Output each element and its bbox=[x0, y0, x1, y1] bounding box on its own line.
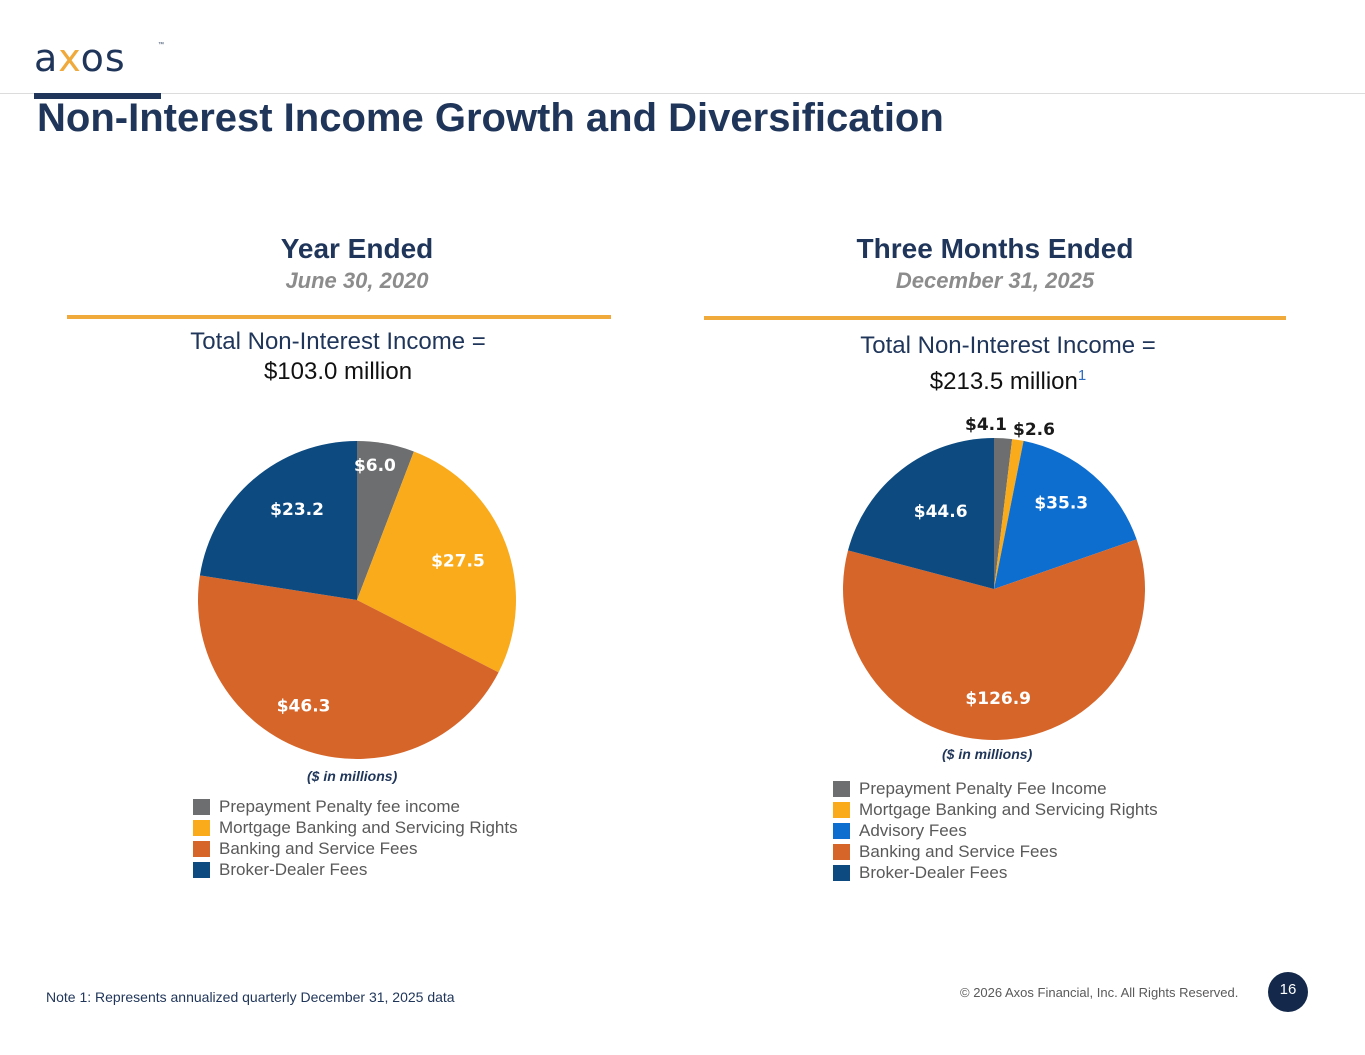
legend-swatch bbox=[833, 822, 850, 839]
right-legend: Prepayment Penalty Fee Income Mortgage Ba… bbox=[833, 778, 1158, 883]
pie-slice-banking-and-service-fees bbox=[842, 539, 1145, 741]
legend-item-banking-and-service-fees: Banking and Service Fees bbox=[833, 841, 1158, 862]
left-total-label: Total Non-Interest Income = bbox=[190, 328, 486, 355]
legend-swatch bbox=[833, 843, 850, 860]
pie-chart-q4-2025: $4.1 $2.6 $35.3 $126.9 $44.6 bbox=[842, 415, 1145, 741]
pie-slice-broker-dealer-fees bbox=[199, 441, 357, 600]
data-label-prepayment-penalty-fee-income: $4.1 bbox=[965, 415, 1007, 435]
legend-swatch bbox=[833, 801, 850, 818]
legend-label: Prepayment Penalty Fee Income bbox=[859, 778, 1107, 798]
legend-label: Advisory Fees bbox=[859, 820, 967, 840]
legend-label: Broker-Dealer Fees bbox=[219, 859, 368, 879]
legend-swatch bbox=[193, 861, 210, 878]
page-title: Non-Interest Income Growth and Diversifi… bbox=[37, 96, 944, 140]
data-label-broker-dealer-fees: $23.2 bbox=[270, 500, 324, 520]
right-panel-subtitle: December 31, 2025 bbox=[895, 268, 1095, 293]
left-panel-title: Year Ended bbox=[280, 233, 434, 264]
pie-slice-prepayment-penalty-fee-income bbox=[994, 438, 1013, 589]
legend-item-banking-and-service-fees: Banking and Service Fees bbox=[193, 838, 518, 859]
legend-swatch bbox=[193, 798, 210, 815]
trademark-mark: ™ bbox=[158, 42, 164, 48]
data-label-prepayment-penalty-fee-income: $6.0 bbox=[354, 456, 396, 476]
data-label-advisory-fees: $35.3 bbox=[1034, 494, 1088, 514]
legend-label: Banking and Service Fees bbox=[219, 838, 418, 858]
pie-chart-fy2020: $6.0 $27.5 $46.3 $23.2 bbox=[198, 441, 516, 759]
axos-logo: axos ™ bbox=[34, 36, 164, 80]
left-units-note: ($ in millions) bbox=[307, 768, 398, 784]
pie-slice-mortgage-banking-and-servicing-rights bbox=[357, 451, 516, 673]
footnote-text: Note 1: Represents annualized quarterly … bbox=[46, 989, 455, 1005]
legend-item-mortgage-banking-and-servicing-rights: Mortgage Banking and Servicing Rights bbox=[193, 817, 518, 838]
title-accent-bar bbox=[34, 93, 161, 99]
legend-item-prepayment-penalty-fee-income: Prepayment Penalty Fee Income bbox=[833, 778, 1158, 799]
left-total-value: $103.0 million bbox=[263, 358, 413, 385]
left-panel-subtitle: June 30, 2020 bbox=[285, 268, 429, 293]
legend-item-mortgage-banking-and-servicing-rights: Mortgage Banking and Servicing Rights bbox=[833, 799, 1158, 820]
left-total: Total Non-Interest Income = $103.0 milli… bbox=[138, 327, 538, 387]
header-divider bbox=[0, 93, 1365, 94]
right-total: Total Non-Interest Income = $213.5 milli… bbox=[808, 331, 1208, 397]
legend-swatch bbox=[833, 864, 850, 881]
left-panel-rule bbox=[67, 315, 611, 319]
legend-label: Banking and Service Fees bbox=[859, 841, 1058, 861]
left-panel-heading: Year Ended June 30, 2020 bbox=[157, 232, 557, 296]
copyright-text: © 2026 Axos Financial, Inc. All Rights R… bbox=[960, 985, 1239, 1000]
legend-label: Mortgage Banking and Servicing Rights bbox=[219, 817, 518, 837]
right-total-value: $213.5 million1 bbox=[929, 367, 1087, 395]
right-panel-heading: Three Months Ended December 31, 2025 bbox=[795, 232, 1195, 296]
pie-slice-mortgage-banking-and-servicing-rights bbox=[994, 439, 1024, 589]
legend-label: Broker-Dealer Fees bbox=[859, 862, 1008, 882]
right-panel-title: Three Months Ended bbox=[856, 233, 1134, 264]
left-legend: Prepayment Penalty fee income Mortgage Ba… bbox=[193, 796, 518, 880]
data-label-banking-and-service-fees: $46.3 bbox=[277, 697, 331, 717]
legend-swatch bbox=[193, 819, 210, 836]
page-number-badge: 16 bbox=[1268, 972, 1308, 1012]
legend-item-advisory-fees: Advisory Fees bbox=[833, 820, 1158, 841]
data-label-mortgage-banking-and-servicing-rights: $2.6 bbox=[1013, 420, 1055, 440]
pie-slice-broker-dealer-fees bbox=[848, 438, 994, 589]
right-units-note: ($ in millions) bbox=[942, 746, 1033, 762]
footnote-marker: 1 bbox=[1077, 367, 1087, 384]
pie-slice-banking-and-service-fees bbox=[198, 575, 499, 759]
data-label-banking-and-service-fees: $126.9 bbox=[965, 689, 1031, 709]
legend-item-prepayment-penalty-fee-income: Prepayment Penalty fee income bbox=[193, 796, 518, 817]
legend-label: Prepayment Penalty fee income bbox=[219, 796, 460, 816]
legend-label: Mortgage Banking and Servicing Rights bbox=[859, 799, 1158, 819]
data-label-mortgage-banking-and-servicing-rights: $27.5 bbox=[431, 551, 485, 571]
legend-item-broker-dealer-fees: Broker-Dealer Fees bbox=[193, 859, 518, 880]
legend-swatch bbox=[193, 840, 210, 857]
pie-slice-advisory-fees bbox=[994, 440, 1137, 589]
pie-slice-prepayment-penalty-fee-income bbox=[357, 441, 414, 600]
right-total-label: Total Non-Interest Income = bbox=[860, 332, 1156, 359]
data-label-broker-dealer-fees: $44.6 bbox=[914, 502, 968, 522]
legend-item-broker-dealer-fees: Broker-Dealer Fees bbox=[833, 862, 1158, 883]
right-panel-rule bbox=[704, 316, 1286, 320]
legend-swatch bbox=[833, 780, 850, 797]
